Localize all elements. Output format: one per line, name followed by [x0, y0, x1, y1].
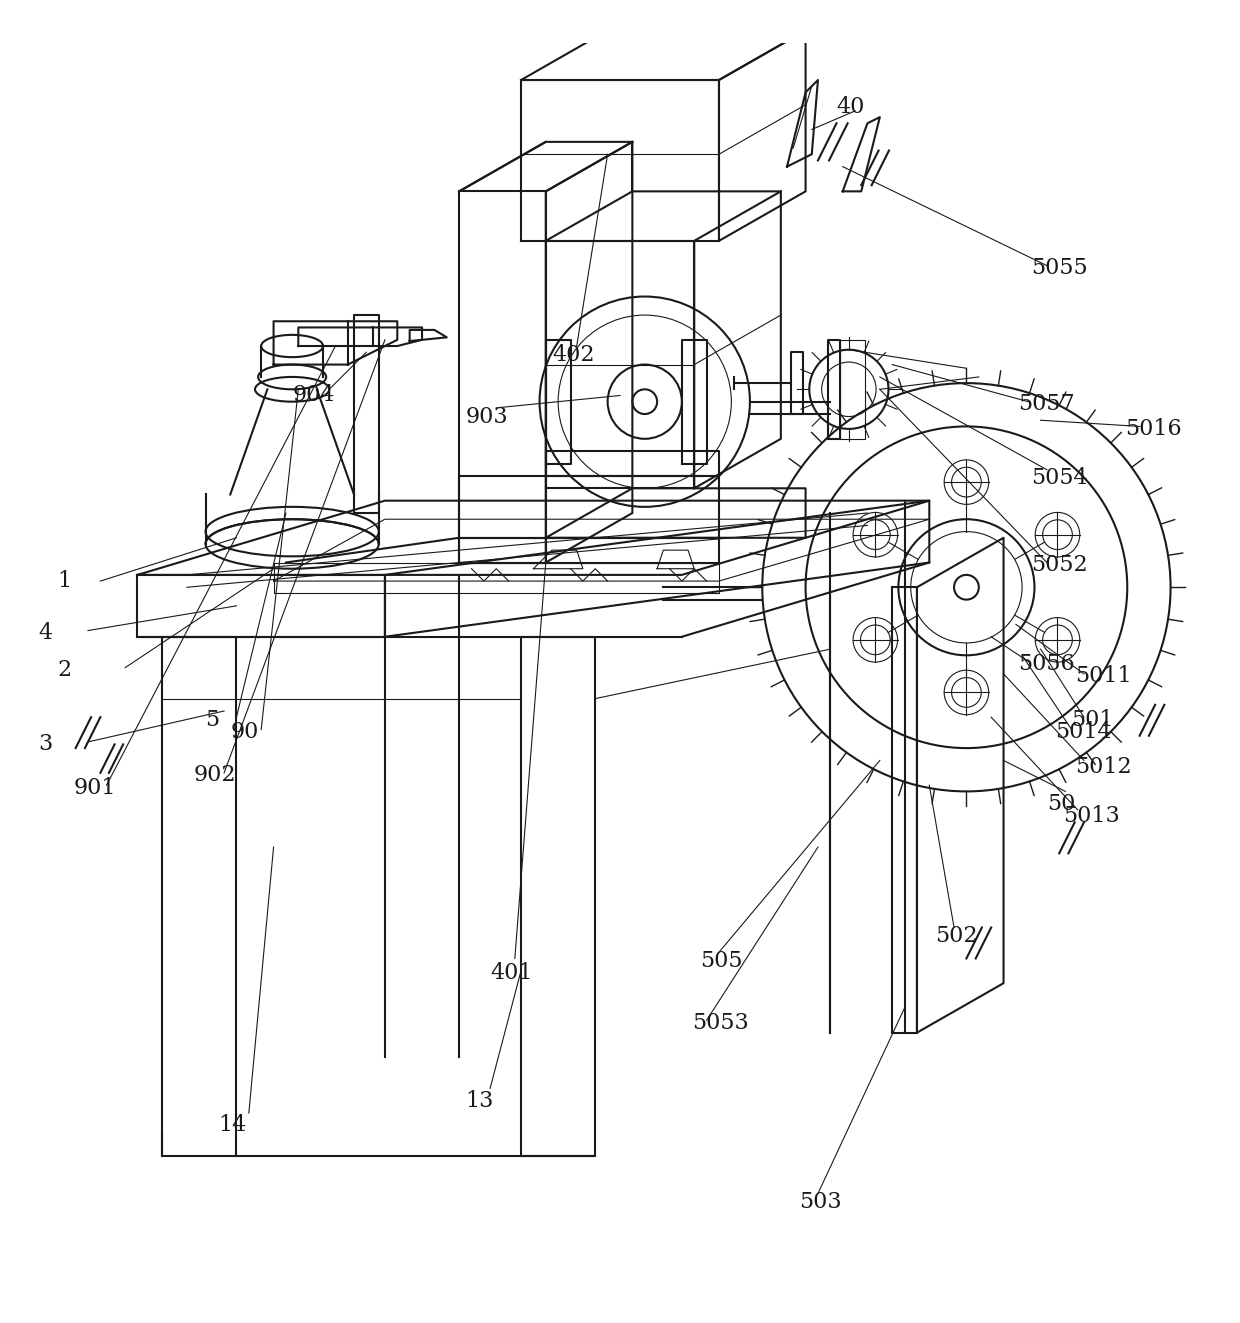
Text: 402: 402: [552, 344, 594, 365]
Text: 90: 90: [231, 721, 259, 744]
Text: 903: 903: [465, 406, 508, 427]
Text: 5016: 5016: [1125, 418, 1182, 441]
Text: 502: 502: [935, 925, 978, 947]
Text: 13: 13: [465, 1090, 494, 1111]
Text: 5011: 5011: [1075, 665, 1132, 688]
Text: 5013: 5013: [1063, 806, 1120, 827]
Text: 901: 901: [73, 777, 115, 799]
Text: 3: 3: [38, 733, 53, 755]
Text: 50: 50: [1047, 792, 1075, 815]
Text: 1: 1: [57, 570, 71, 593]
Text: 902: 902: [193, 765, 236, 786]
Text: 14: 14: [218, 1114, 247, 1136]
Text: 5057: 5057: [1018, 393, 1075, 415]
Text: 5054: 5054: [1030, 467, 1087, 490]
Text: 5014: 5014: [1055, 721, 1112, 744]
Text: 5056: 5056: [1018, 654, 1075, 675]
Text: 5: 5: [206, 709, 219, 730]
Text: 4: 4: [38, 622, 52, 644]
Text: 904: 904: [293, 385, 335, 406]
Text: 401: 401: [490, 962, 533, 984]
Text: 40: 40: [837, 97, 864, 118]
Text: 5052: 5052: [1030, 554, 1087, 576]
Text: 505: 505: [701, 950, 743, 972]
Text: 5053: 5053: [692, 1012, 749, 1033]
Text: 2: 2: [57, 659, 71, 681]
Text: 501: 501: [1071, 709, 1114, 730]
Text: 5055: 5055: [1030, 257, 1087, 279]
Text: 503: 503: [800, 1191, 842, 1213]
Text: 5012: 5012: [1075, 755, 1132, 778]
